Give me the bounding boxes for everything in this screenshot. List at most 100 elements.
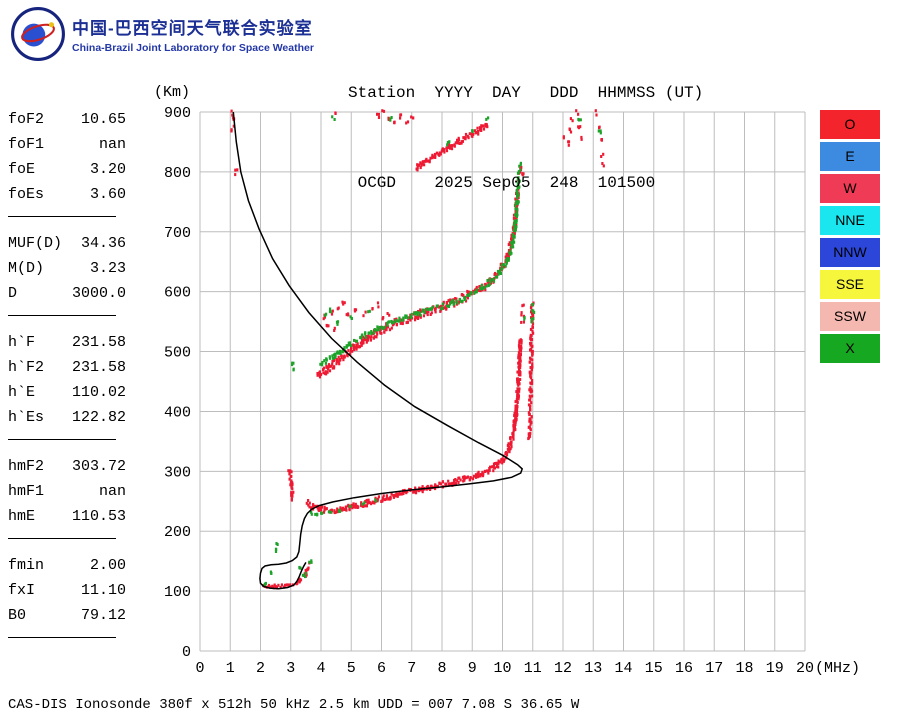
parameter-row: B0 79.12 <box>8 603 126 628</box>
svg-text:13: 13 <box>584 660 602 677</box>
parameter-value: 3.23 <box>89 260 126 277</box>
parameter-label: hmF1 <box>8 483 45 500</box>
station-columns-row: Station YYYY DAY DDD HHMMSS (UT) <box>348 84 704 102</box>
svg-text:700: 700 <box>164 225 191 242</box>
svg-text:3: 3 <box>286 660 295 677</box>
parameter-value: 303.72 <box>71 458 126 475</box>
parameter-row: fxI 11.10 <box>8 578 126 603</box>
parameter-value: nan <box>98 483 126 500</box>
lab-subtitle-english: China-Brazil Joint Laboratory for Space … <box>72 42 314 54</box>
svg-text:14: 14 <box>614 660 632 677</box>
parameter-label: foF1 <box>8 136 45 153</box>
svg-text:500: 500 <box>164 345 191 362</box>
svg-text:100: 100 <box>164 584 191 601</box>
parameter-label: h`Es <box>8 409 45 426</box>
parameter-label: hmE <box>8 508 36 525</box>
parameter-row: hmE 110.53 <box>8 504 126 529</box>
svg-text:19: 19 <box>766 660 784 677</box>
parameter-value: 3000.0 <box>71 285 126 302</box>
svg-text:(Km): (Km) <box>154 84 190 101</box>
legend-item-x: X <box>820 334 880 363</box>
legend-item-nne: NNE <box>820 206 880 235</box>
svg-text:6: 6 <box>377 660 386 677</box>
parameter-value: 231.58 <box>71 359 126 376</box>
parameter-row: M(D) 3.23 <box>8 256 126 281</box>
svg-text:900: 900 <box>164 105 191 122</box>
svg-text:1: 1 <box>226 660 235 677</box>
parameter-value: 79.12 <box>80 607 126 624</box>
echo-legend: O E W NNE NNW SSE SSW X <box>820 110 880 366</box>
parameter-row: h`F 231.58 <box>8 330 126 355</box>
parameter-value: 34.36 <box>80 235 126 252</box>
legend-item-o: O <box>820 110 880 139</box>
svg-text:2: 2 <box>256 660 265 677</box>
svg-text:10: 10 <box>493 660 511 677</box>
parameter-value: 122.82 <box>71 409 126 426</box>
parameter-label: h`E <box>8 384 36 401</box>
parameter-value: 3.20 <box>89 161 126 178</box>
parameter-group-separator <box>8 315 116 316</box>
parameter-value: 2.00 <box>89 557 126 574</box>
parameter-label: foEs <box>8 186 45 203</box>
parameter-value: 10.65 <box>80 111 126 128</box>
legend-item-w: W <box>820 174 880 203</box>
legend-item-nnw: NNW <box>820 238 880 267</box>
svg-text:20: 20 <box>796 660 814 677</box>
parameter-label: foF2 <box>8 111 45 128</box>
status-line: CAS-DIS Ionosonde 380f x 512h 50 kHz 2.5… <box>8 697 580 713</box>
svg-text:400: 400 <box>164 404 191 421</box>
parameter-row: foEs 3.60 <box>8 182 126 207</box>
parameter-row: h`F2 231.58 <box>8 355 126 380</box>
svg-text:12: 12 <box>554 660 572 677</box>
parameter-label: B0 <box>8 607 27 624</box>
svg-text:800: 800 <box>164 165 191 182</box>
svg-text:(MHz): (MHz) <box>815 660 860 677</box>
lab-logo-icon <box>11 7 65 61</box>
parameter-row: fmin 2.00 <box>8 553 126 578</box>
parameter-row: h`Es 122.82 <box>8 405 126 430</box>
svg-text:8: 8 <box>437 660 446 677</box>
svg-text:16: 16 <box>675 660 693 677</box>
svg-text:18: 18 <box>735 660 753 677</box>
parameter-label: M(D) <box>8 260 45 277</box>
svg-text:17: 17 <box>705 660 723 677</box>
parameter-row: hmF2 303.72 <box>8 454 126 479</box>
svg-text:9: 9 <box>468 660 477 677</box>
svg-text:15: 15 <box>645 660 663 677</box>
parameter-label: foE <box>8 161 36 178</box>
svg-text:300: 300 <box>164 464 191 481</box>
legend-item-sse: SSE <box>820 270 880 299</box>
parameter-value: 110.02 <box>71 384 126 401</box>
parameter-row: foE 3.20 <box>8 157 126 182</box>
svg-text:7: 7 <box>407 660 416 677</box>
legend-item-e: E <box>820 142 880 171</box>
svg-text:5: 5 <box>347 660 356 677</box>
station-header-block: Station YYYY DAY DDD HHMMSS (UT) OCGD 20… <box>348 18 703 258</box>
parameter-label: D <box>8 285 18 302</box>
parameter-row: foF2 10.65 <box>8 107 126 132</box>
parameter-row: foF1 nan <box>8 132 126 157</box>
parameter-panel: foF2 10.65 foF1 nan foE 3.20 foEs 3.60 MUF(D) 34.… <box>8 107 126 652</box>
parameter-value: 3.60 <box>89 186 126 203</box>
svg-text:0: 0 <box>195 660 204 677</box>
parameter-label: h`F <box>8 334 36 351</box>
parameter-group-separator <box>8 216 116 217</box>
parameter-value: 110.53 <box>71 508 126 525</box>
parameter-row: MUF(D) 34.36 <box>8 231 126 256</box>
parameter-label: fmin <box>8 557 45 574</box>
station-values-row: OCGD 2025 Sep05 248 101500 <box>348 174 656 192</box>
parameter-label: hmF2 <box>8 458 45 475</box>
svg-text:4: 4 <box>316 660 325 677</box>
svg-text:11: 11 <box>524 660 542 677</box>
parameter-value: 231.58 <box>71 334 126 351</box>
parameter-label: fxI <box>8 582 36 599</box>
parameter-row: hmF1 nan <box>8 479 126 504</box>
parameter-group-separator <box>8 637 116 638</box>
parameter-value: nan <box>98 136 126 153</box>
parameter-row: h`E 110.02 <box>8 380 126 405</box>
svg-text:600: 600 <box>164 285 191 302</box>
parameter-group-separator <box>8 439 116 440</box>
parameter-value: 11.10 <box>80 582 126 599</box>
